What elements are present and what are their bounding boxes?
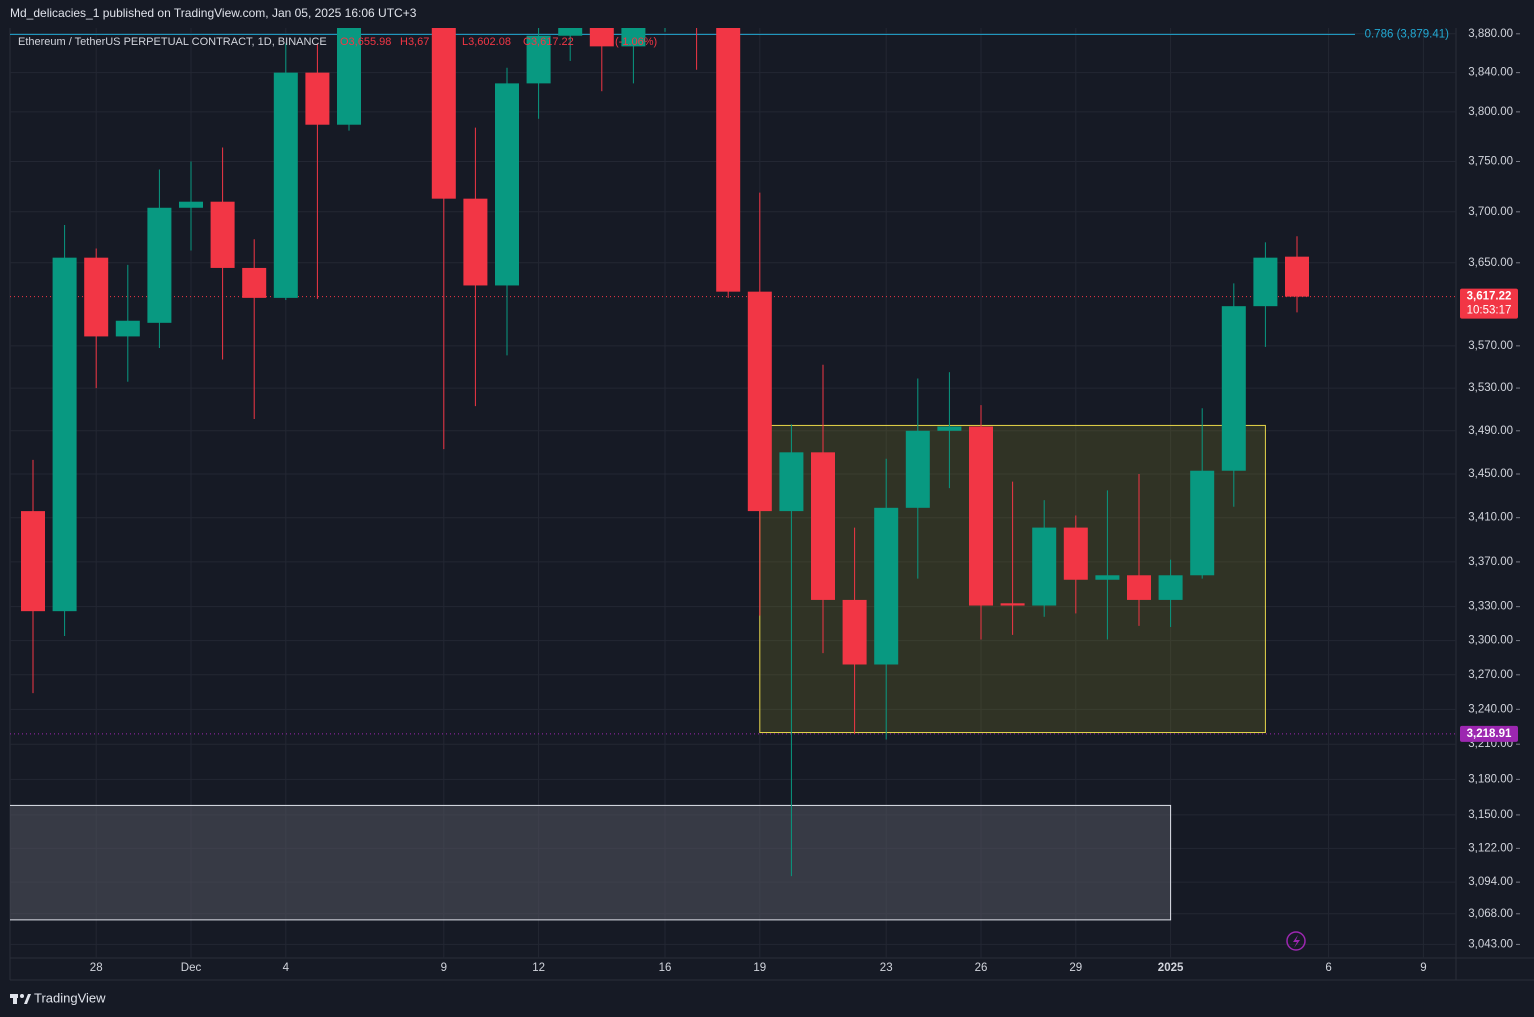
candle-body — [1095, 575, 1120, 580]
x-tick-label: 23 — [880, 962, 893, 974]
y-tick-label: 3,880.00 — [1468, 28, 1513, 40]
x-tick-label: 29 — [1069, 962, 1082, 974]
candle-body — [1032, 527, 1057, 606]
zone — [10, 804, 1172, 921]
y-tick-label: 3,240.00 — [1468, 703, 1513, 715]
y-tick-label: 3,700.00 — [1468, 206, 1513, 218]
x-tick-label: 9 — [1420, 962, 1426, 974]
candle-body — [969, 426, 993, 606]
y-tick-label: 3,150.00 — [1468, 809, 1513, 821]
price-tag-countdown: 10:53:17 — [1467, 305, 1512, 317]
candle-body — [1190, 470, 1215, 576]
y-tick-label: 3,068.00 — [1468, 908, 1513, 920]
candle-body — [1063, 527, 1088, 580]
alert-icon[interactable] — [1286, 931, 1306, 951]
y-tick-label: 3,450.00 — [1468, 468, 1513, 480]
y-tick-label: 3,570.00 — [1468, 340, 1513, 352]
y-tick-label: 3,370.00 — [1468, 556, 1513, 568]
price-tag — [1460, 288, 1518, 319]
x-tick-label: 26 — [975, 962, 988, 974]
candle-body — [1127, 575, 1151, 600]
candle-body — [716, 28, 741, 292]
candle-body — [747, 291, 772, 512]
marker-tag-value: 3,218.91 — [1467, 728, 1512, 740]
legend-value: L3,602.08 — [462, 36, 511, 48]
candle-body — [811, 452, 835, 600]
y-tick-label: 3,270.00 — [1468, 669, 1513, 681]
fib-label: 0.786 (3,879.41) — [1365, 28, 1450, 40]
candle-body — [115, 320, 140, 337]
y-tick-label: 3,043.00 — [1468, 938, 1513, 950]
candle-body — [21, 511, 45, 612]
tradingview-logo — [10, 994, 31, 1004]
x-tick-label: 4 — [283, 962, 290, 974]
candle-body — [84, 257, 109, 337]
y-tick-label: 3,840.00 — [1468, 67, 1513, 79]
candle-body — [1285, 256, 1309, 297]
candle-body — [874, 507, 899, 665]
candle-body — [463, 198, 488, 286]
candle-body — [1253, 257, 1278, 307]
x-tick-label: 2025 — [1158, 962, 1184, 974]
candle-body — [558, 28, 583, 36]
candle-body — [242, 267, 267, 298]
x-tick-label: 6 — [1325, 962, 1331, 974]
candle-body — [147, 207, 172, 323]
y-tick-label: 3,530.00 — [1468, 382, 1513, 394]
y-tick-label: 3,800.00 — [1468, 106, 1513, 118]
candle-body — [495, 83, 519, 286]
marker-tag — [1460, 725, 1518, 742]
candle-body — [337, 28, 361, 125]
candle-body — [1000, 603, 1025, 606]
candle-body — [621, 28, 646, 47]
candle-body — [305, 72, 330, 125]
y-tick-label: 3,180.00 — [1468, 773, 1513, 785]
legend-value: O3,655.98 — [340, 36, 391, 48]
x-tick-label: 19 — [753, 962, 766, 974]
y-tick-label: 3,750.00 — [1468, 156, 1513, 168]
plot-area — [10, 28, 1456, 958]
footer-brand: TradingView — [34, 990, 106, 1005]
candle-body — [589, 28, 614, 47]
candle-body — [1221, 306, 1246, 471]
y-tick-label: 3,330.00 — [1468, 601, 1513, 613]
x-tick-label: 12 — [532, 962, 545, 974]
candle-body — [937, 426, 962, 431]
candle-body — [842, 599, 867, 665]
candle-body — [526, 35, 551, 84]
candle-body — [179, 201, 203, 208]
legend-title: Ethereum / TetherUS PERPETUAL CONTRACT, … — [18, 36, 327, 48]
candle-body — [905, 430, 930, 508]
candle-body — [779, 452, 804, 512]
candle-body — [210, 201, 235, 268]
price-tag-value: 3,617.22 — [1467, 291, 1512, 303]
y-tick-label: 3,490.00 — [1468, 425, 1513, 437]
legend-value: C3,617.22 — [523, 36, 574, 48]
candle-body — [52, 257, 77, 612]
legend-value: (-1.06%) — [615, 36, 657, 48]
y-tick-label: 3,410.00 — [1468, 512, 1513, 524]
y-tick-label: 3,650.00 — [1468, 257, 1513, 269]
candle-body — [431, 28, 456, 199]
header: Md_delicacies_1 published on TradingView… — [10, 6, 417, 20]
x-tick-label: Dec — [181, 962, 202, 974]
x-tick-label: 16 — [659, 962, 672, 974]
x-tick-label: 28 — [90, 962, 103, 974]
candle-body — [273, 72, 298, 298]
candle-body — [1158, 575, 1183, 600]
x-tick-label: 9 — [441, 962, 447, 974]
y-tick-label: 3,094.00 — [1468, 876, 1513, 888]
y-tick-label: 3,122.00 — [1468, 842, 1513, 854]
y-tick-label: 3,300.00 — [1468, 635, 1513, 647]
legend-value: H3,67 — [400, 36, 429, 48]
